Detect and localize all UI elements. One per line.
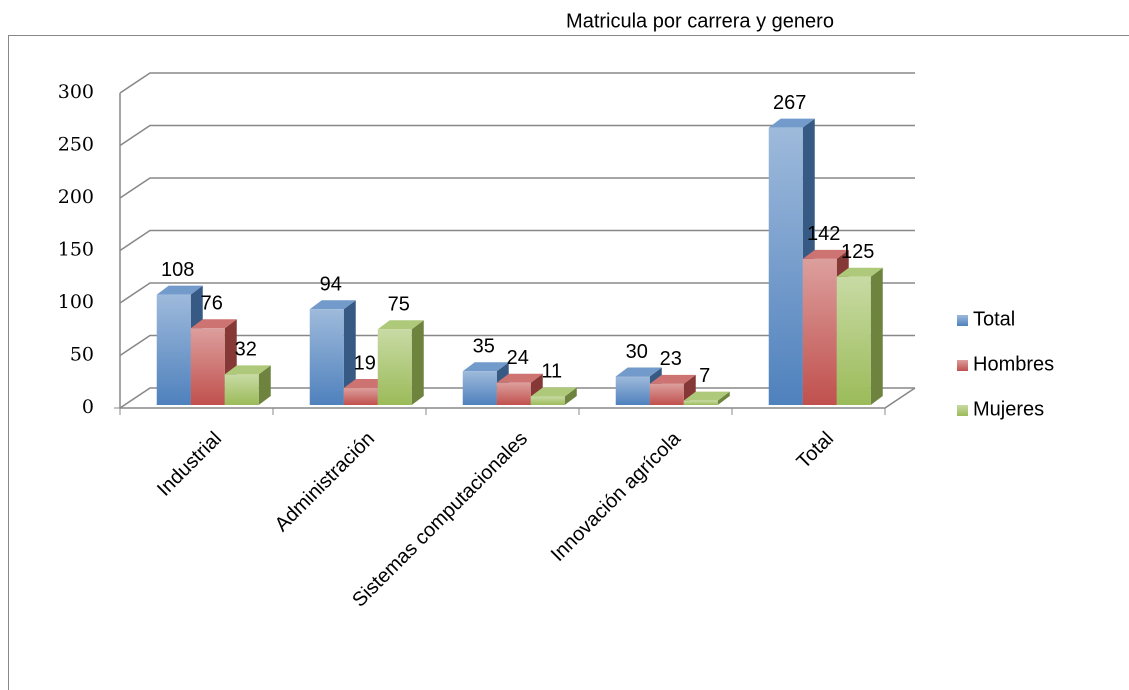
bar-side (411, 320, 424, 405)
data-label: 267 (773, 92, 806, 114)
bar (224, 374, 259, 405)
bar-top (190, 319, 237, 329)
y-tick-label: 50 (70, 344, 94, 366)
grid-line (119, 124, 915, 147)
y-tick-label: 300 (58, 81, 94, 103)
bar (377, 329, 412, 405)
legend-label: Total (973, 308, 1015, 330)
x-tick-label: Administración (271, 428, 379, 536)
bar (156, 294, 191, 405)
grid-line (119, 282, 915, 304)
x-tick-label: Industrial (153, 428, 226, 501)
legend-swatch (957, 405, 968, 416)
y-tick-label: 250 (58, 134, 94, 156)
grid-line (119, 72, 915, 94)
bar-top (615, 367, 662, 377)
data-label: 108 (161, 259, 194, 281)
bar-top (836, 267, 883, 277)
bar (649, 383, 684, 405)
data-label: 30 (626, 341, 648, 363)
bar-side (717, 391, 730, 405)
y-tick-label: 200 (58, 186, 94, 208)
x-tick-label: Total (793, 428, 838, 473)
bar-side (343, 300, 356, 405)
grid-line (119, 334, 915, 357)
data-label: 19 (354, 352, 376, 374)
x-tick-label: Sistemas computacionales (348, 428, 532, 612)
bar-top (802, 249, 849, 259)
bar-side (564, 387, 577, 405)
data-label: 94 (320, 274, 342, 296)
data-label: 32 (235, 339, 257, 361)
bar (343, 388, 378, 405)
grid-line (119, 177, 915, 199)
bar-side (870, 267, 883, 405)
bar (836, 276, 871, 405)
bar-top (309, 300, 356, 310)
legend-label: Mujeres (973, 398, 1044, 420)
bar-top (224, 365, 271, 375)
data-label: 76 (201, 292, 223, 314)
data-label: 23 (660, 348, 682, 370)
bar (802, 258, 837, 405)
data-label: 35 (473, 336, 495, 358)
chart-title: Matricula por carrera y genero (566, 10, 834, 32)
x-tick-label: Innovación agrícola (547, 427, 686, 566)
data-label: 24 (507, 347, 529, 369)
y-tick-label: 150 (58, 239, 94, 261)
grid-line (119, 229, 915, 252)
bar (309, 309, 344, 405)
legend-label: Hombres (973, 353, 1054, 375)
bar (496, 382, 531, 405)
bar (768, 127, 803, 406)
bar-side (258, 365, 271, 405)
bar-top (649, 374, 696, 384)
data-label: 11 (541, 361, 562, 383)
data-label: 142 (807, 223, 840, 245)
bar (190, 328, 225, 405)
bar (530, 396, 565, 405)
bar (462, 371, 497, 405)
bar-top (377, 320, 424, 330)
bar-top (683, 391, 730, 401)
bar-top (768, 118, 815, 128)
data-label: 7 (699, 365, 710, 387)
data-label: 75 (388, 294, 410, 316)
bar-top (530, 387, 577, 397)
bar-top (496, 373, 543, 383)
bar-top (462, 362, 509, 372)
data-label: 125 (841, 241, 874, 263)
legend-swatch (957, 315, 968, 326)
bar-top (156, 285, 203, 295)
bar (683, 400, 718, 405)
y-tick-label: 0 (82, 396, 94, 418)
bar (615, 376, 650, 405)
legend-swatch (957, 360, 968, 371)
y-tick-label: 100 (58, 291, 94, 313)
